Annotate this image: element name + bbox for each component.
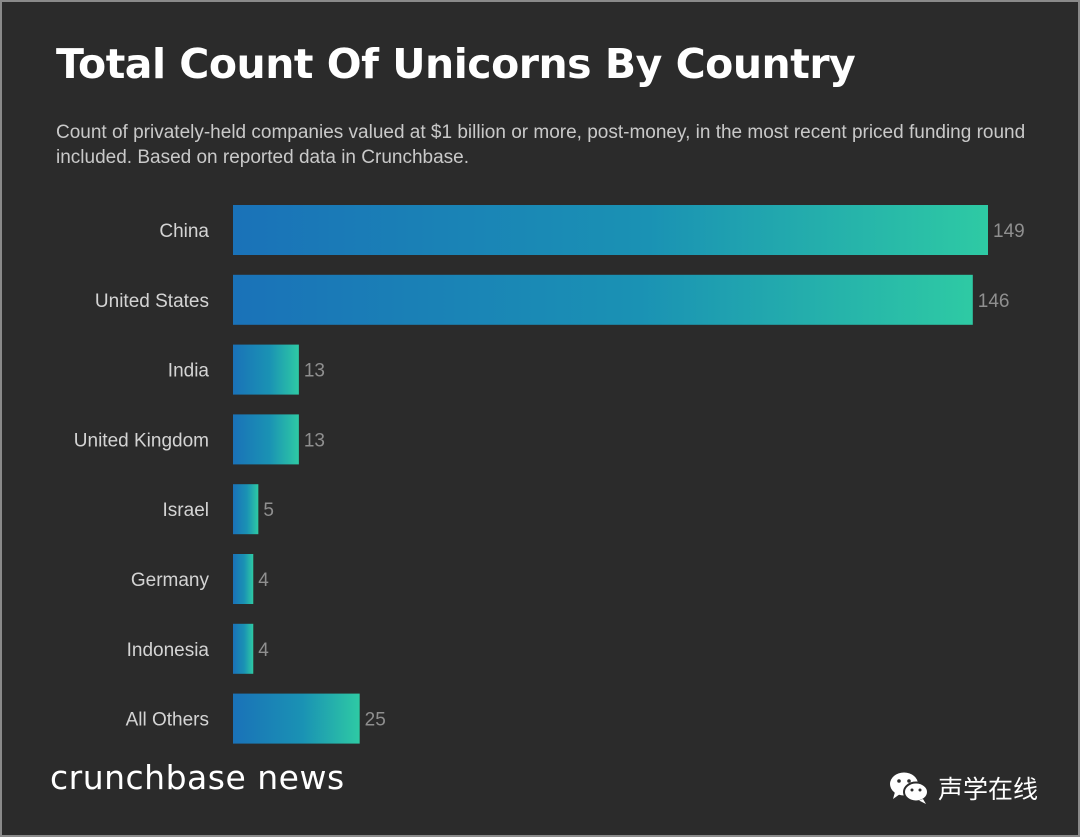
category-label: United States: [95, 291, 209, 312]
value-label: 149: [993, 221, 1025, 242]
crunchbase-news-logo: crunchbase news: [50, 758, 345, 797]
category-label: United Kingdom: [74, 430, 209, 451]
category-label: China: [159, 221, 209, 242]
bar-germany: [233, 554, 254, 604]
value-label: 4: [258, 570, 269, 591]
value-label: 146: [978, 291, 1010, 312]
bar-united-kingdom: [233, 414, 299, 465]
watermark-text: 声学在线: [938, 775, 1039, 804]
chart-title: Total Count Of Unicorns By Country: [56, 40, 856, 88]
wechat-icon: [890, 772, 929, 804]
value-label: 25: [365, 710, 386, 731]
bar-all-others: [233, 693, 360, 744]
value-label: 13: [304, 361, 325, 382]
chart-subtitle: Count of privately-held companies valued…: [56, 122, 1026, 168]
bar-india: [233, 344, 299, 395]
category-label: Israel: [163, 500, 209, 521]
category-label: India: [168, 361, 210, 382]
bar-china: [233, 205, 988, 255]
value-label: 5: [263, 500, 274, 521]
category-label: Indonesia: [127, 640, 210, 661]
category-label: Germany: [131, 570, 210, 591]
bar-israel: [233, 484, 259, 535]
category-label: All Others: [126, 710, 209, 731]
wechat-watermark: 声学在线: [888, 770, 1038, 806]
bar-united-states: [233, 274, 973, 325]
value-label: 4: [258, 640, 269, 661]
bar-indonesia: [233, 623, 254, 674]
value-label: 13: [304, 430, 325, 451]
